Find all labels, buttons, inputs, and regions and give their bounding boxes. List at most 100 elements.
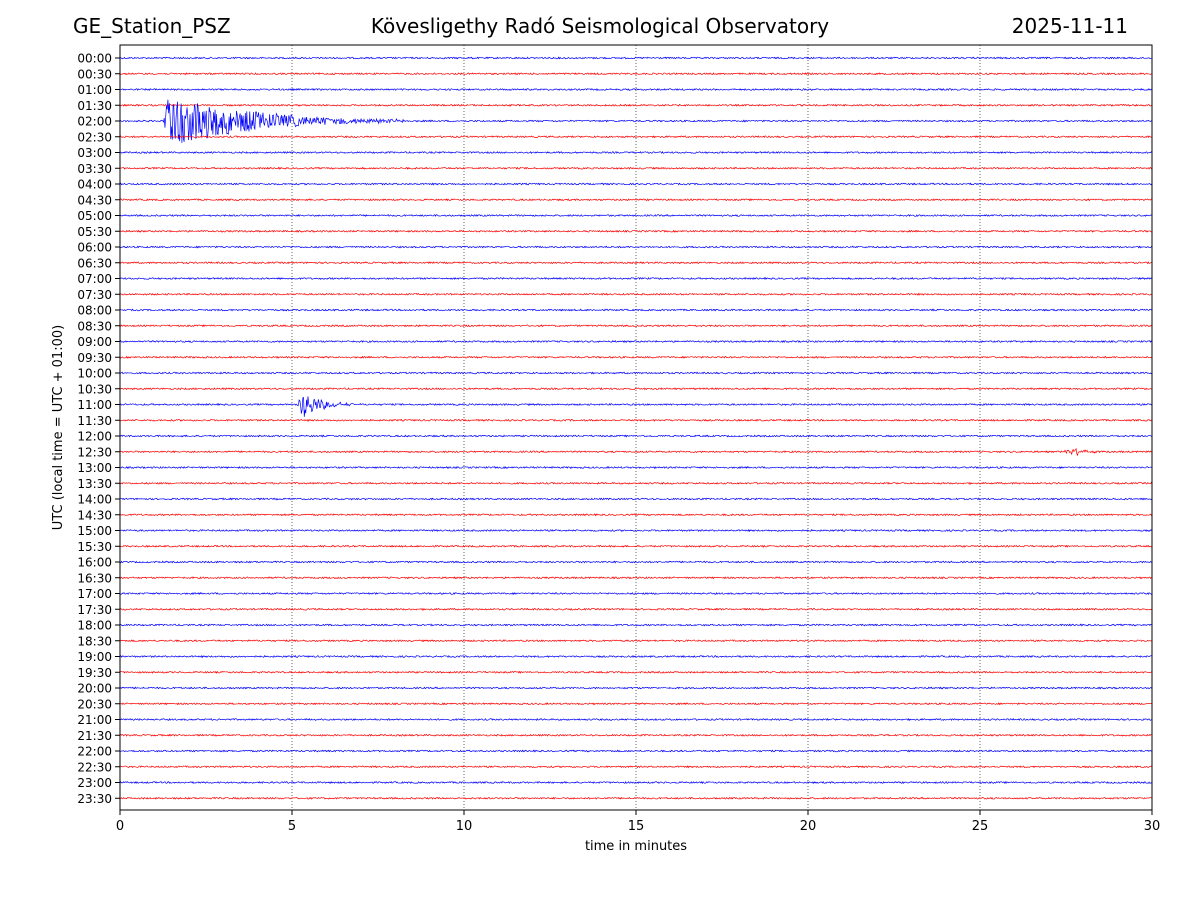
trace-row [119, 371, 1153, 375]
trace-row [119, 135, 1153, 139]
y-tick-label: 09:30 [77, 351, 112, 365]
y-tick-label: 00:30 [77, 67, 112, 81]
trace-row [119, 686, 1153, 690]
x-tick-label: 30 [1144, 819, 1161, 834]
y-tick-label: 07:00 [77, 272, 112, 286]
y-tick-label: 11:00 [77, 398, 112, 412]
trace-row [119, 418, 1153, 422]
trace-row [119, 560, 1153, 564]
trace-row [119, 214, 1153, 218]
y-tick-label: 12:30 [77, 445, 112, 459]
y-tick-label: 05:30 [77, 225, 112, 239]
y-tick-label: 23:00 [77, 776, 112, 790]
trace-row [119, 261, 1153, 265]
y-tick-label: 03:30 [77, 162, 112, 176]
y-tick-label: 01:30 [77, 99, 112, 113]
trace-row [119, 513, 1153, 517]
y-tick-label: 03:00 [77, 146, 112, 160]
x-tick-label: 15 [628, 819, 645, 834]
trace-row [119, 607, 1153, 611]
x-axis-label: time in minutes [585, 839, 687, 854]
trace-row [119, 229, 1153, 233]
y-tick-label: 13:00 [77, 461, 112, 475]
y-tick-label: 19:30 [77, 666, 112, 680]
y-tick-label: 16:30 [77, 571, 112, 585]
station-title: GE_Station_PSZ [73, 14, 231, 38]
trace-row [119, 434, 1153, 438]
trace-row [119, 481, 1153, 485]
y-tick-label: 02:00 [77, 115, 112, 129]
y-tick-label: 23:30 [77, 792, 112, 806]
y-tick-label: 07:30 [77, 288, 112, 302]
trace-row [119, 198, 1153, 202]
trace-row [119, 182, 1153, 186]
trace-row [119, 447, 1153, 457]
y-tick-label: 18:00 [77, 619, 112, 633]
trace-row [119, 654, 1153, 659]
trace-row [119, 796, 1153, 800]
trace-row [119, 749, 1153, 753]
seismic-traces [119, 56, 1153, 800]
y-tick-label: 05:00 [77, 209, 112, 223]
x-tick-label: 10 [456, 819, 473, 834]
trace-row [119, 56, 1153, 60]
y-tick-label: 15:00 [77, 524, 112, 538]
y-tick-label: 09:00 [77, 335, 112, 349]
y-tick-label: 08:30 [77, 319, 112, 333]
trace-row [119, 591, 1153, 596]
y-tick-label: 01:00 [77, 83, 112, 97]
trace-row [119, 765, 1153, 769]
y-tick-label: 15:30 [77, 540, 112, 554]
y-tick-label: 17:30 [77, 603, 112, 617]
trace-row [119, 623, 1153, 627]
y-tick-label: 18:30 [77, 634, 112, 648]
x-tick-label: 25 [972, 819, 989, 834]
y-tick-label: 12:00 [77, 430, 112, 444]
observatory-title: Kövesligethy Radó Seismological Observat… [370, 14, 830, 38]
trace-row [119, 717, 1153, 722]
y-tick-label: 10:30 [77, 382, 112, 396]
trace-row [119, 544, 1153, 548]
trace-row [119, 576, 1153, 580]
trace-row [119, 528, 1153, 533]
y-tick-label: 02:30 [77, 130, 112, 144]
trace-row [119, 88, 1153, 91]
trace-row [119, 292, 1153, 296]
trace-row [119, 670, 1153, 674]
trace-row [119, 702, 1153, 706]
y-tick-label: 22:30 [77, 760, 112, 774]
trace-row [119, 324, 1153, 328]
trace-row [119, 103, 1153, 107]
y-tick-label: 06:00 [77, 241, 112, 255]
trace-row [119, 497, 1153, 501]
y-tick-label: 13:30 [77, 477, 112, 491]
trace-row [119, 245, 1153, 249]
y-tick-label: 21:30 [77, 729, 112, 743]
trace-row [119, 396, 1153, 417]
y-tick-label: 22:00 [77, 745, 112, 759]
date-title: 2025-11-11 [1011, 14, 1128, 38]
trace-row [119, 72, 1153, 76]
y-tick-label: 06:30 [77, 256, 112, 270]
y-tick-label: 08:00 [77, 304, 112, 318]
y-tick-label: 00:00 [77, 52, 112, 66]
trace-row [119, 387, 1153, 391]
trace-row [119, 166, 1153, 170]
x-tick-label: 0 [116, 819, 124, 834]
x-tick-label: 20 [800, 819, 817, 834]
y-tick-label: 11:30 [77, 414, 112, 428]
y-tick-label: 10:00 [77, 367, 112, 381]
trace-row [119, 99, 1153, 143]
y-tick-label: 14:30 [77, 508, 112, 522]
trace-row [119, 276, 1153, 281]
trace-row [119, 150, 1153, 155]
y-tick-label: 21:00 [77, 713, 112, 727]
y-tick-label: 20:30 [77, 697, 112, 711]
y-tick-label: 04:30 [77, 193, 112, 207]
y-tick-label: 19:00 [77, 650, 112, 664]
y-axis-label: UTC (local time = UTC + 01:00) [51, 325, 66, 530]
y-tick-label: 14:00 [77, 493, 112, 507]
grid-lines [291, 45, 981, 810]
